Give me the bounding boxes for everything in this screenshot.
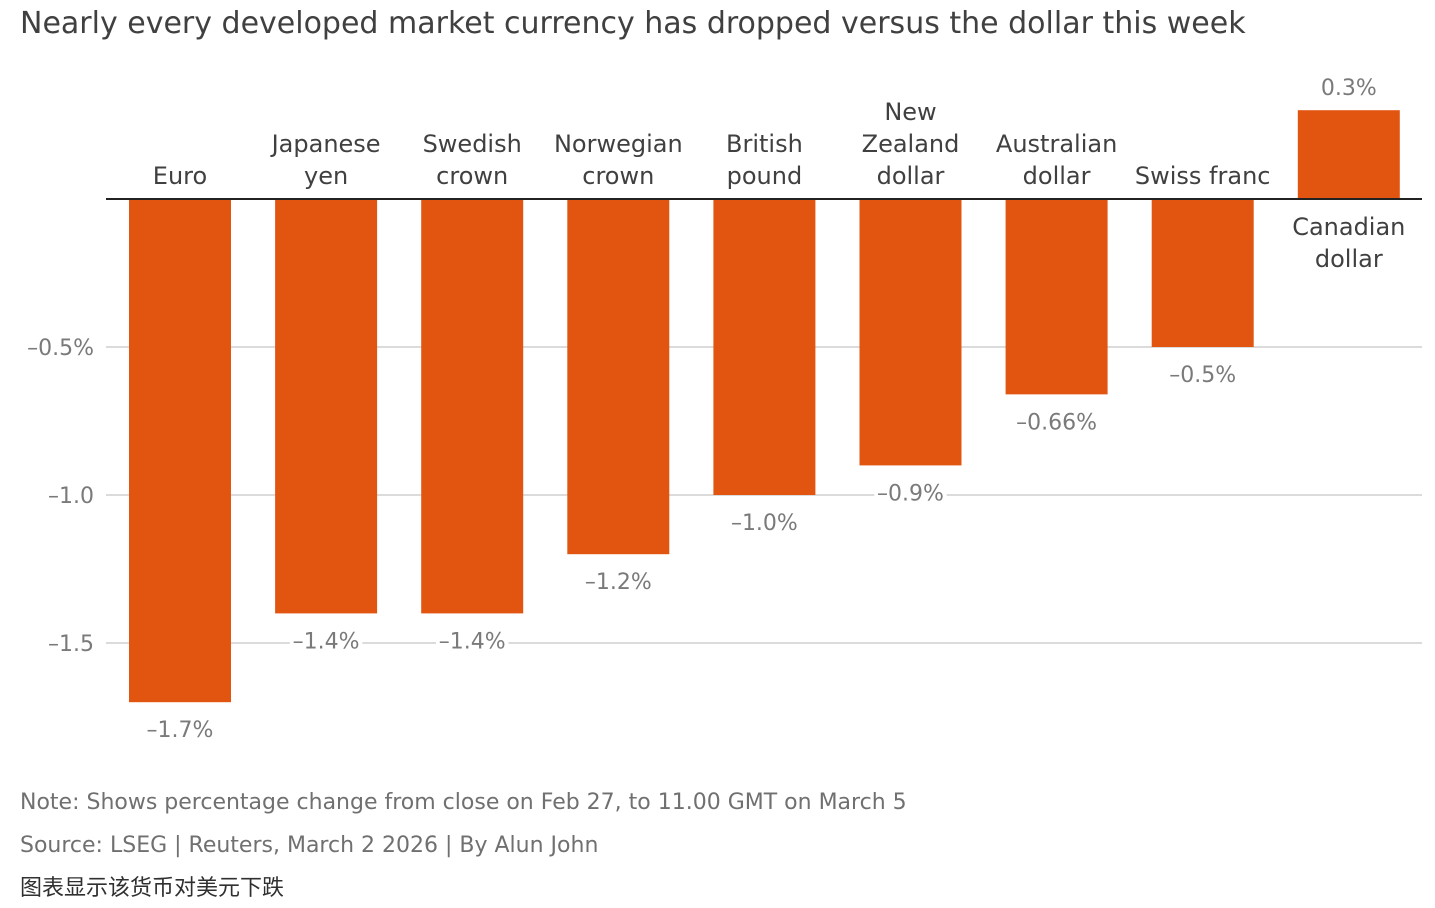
chart-caption-cn: 图表显示该货币对美元下跌 — [20, 876, 285, 901]
bar — [275, 199, 378, 614]
value-label-bg — [1318, 75, 1379, 102]
bar — [421, 199, 524, 614]
value-label-bg — [582, 569, 655, 596]
category-label: Australian — [996, 130, 1117, 158]
value-label: –1.0% — [731, 511, 798, 536]
value-label: –1.7% — [147, 718, 214, 743]
category-label: Swedish — [423, 130, 522, 158]
category-label: yen — [304, 162, 348, 190]
value-label-bg — [874, 480, 947, 507]
chart-title: Nearly every developed market currency h… — [20, 6, 1246, 41]
value-label: –0.9% — [877, 481, 944, 506]
value-label: –0.66% — [1016, 410, 1097, 435]
category-labels: Euro Japanese yen Swedish crown Norwegian crow… — [153, 98, 1406, 273]
value-label: –1.4% — [439, 629, 506, 654]
y-tick-label: –1.0 — [48, 484, 94, 509]
value-label-bg — [435, 628, 509, 655]
value-label: 0.3% — [1321, 76, 1377, 101]
category-label: dollar — [1315, 245, 1383, 273]
chart-note: Note: Shows percentage change from close… — [20, 790, 907, 815]
value-label: –0.5% — [1169, 363, 1236, 388]
value-label: –1.2% — [585, 570, 652, 595]
y-tick-label: –0.5% — [27, 336, 94, 361]
category-label: crown — [582, 162, 654, 190]
bar — [129, 199, 231, 703]
value-labels: –1.7% –1.4% –1.4% –1.2% –1.0% –0.9% –0.66% –0.5… — [143, 75, 1379, 744]
value-label-bg — [728, 510, 801, 536]
category-label: Swiss franc — [1135, 162, 1271, 190]
category-label: New — [884, 98, 936, 126]
value-label-bg — [1014, 409, 1100, 436]
category-label: Euro — [153, 162, 207, 190]
value-label-bg — [143, 717, 217, 744]
bars — [129, 110, 1400, 703]
y-tick-label: –1.5 — [48, 632, 94, 657]
value-label-bg — [289, 628, 363, 655]
category-label: Japanese — [270, 130, 381, 158]
category-label: dollar — [877, 162, 945, 190]
category-label: crown — [436, 162, 508, 190]
bar — [1005, 199, 1108, 395]
y-axis-ticks: –0.5% –1.0 –1.5 — [27, 336, 94, 657]
category-label: Canadian — [1292, 213, 1405, 241]
value-label: –1.4% — [293, 629, 360, 654]
value-label-bg — [1166, 362, 1239, 388]
bar — [859, 199, 962, 466]
category-label: British — [726, 130, 803, 158]
bar — [1151, 199, 1254, 347]
category-label: pound — [727, 162, 803, 190]
bar — [567, 199, 670, 555]
chart-source: Source: LSEG | Reuters, March 2 2026 | B… — [20, 833, 599, 858]
category-label: Zealand — [862, 130, 960, 158]
bar — [713, 199, 816, 495]
category-label: dollar — [1023, 162, 1091, 190]
bar — [1297, 110, 1400, 199]
category-label: Norwegian — [554, 130, 683, 158]
